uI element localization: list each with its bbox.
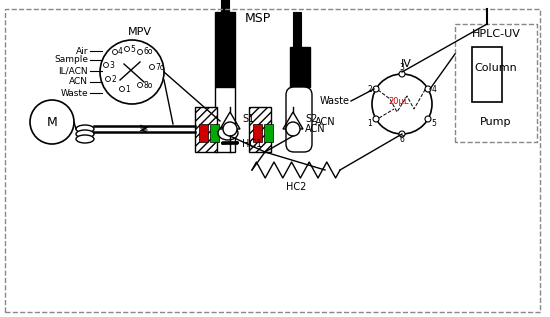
Bar bbox=[221, 0, 229, 12]
Ellipse shape bbox=[76, 125, 94, 133]
Text: 3: 3 bbox=[399, 63, 404, 73]
Text: HC1: HC1 bbox=[242, 139, 262, 149]
Bar bbox=[195, 107, 217, 152]
Text: 6o: 6o bbox=[143, 48, 152, 56]
Bar bbox=[210, 124, 219, 142]
Text: HC2: HC2 bbox=[286, 182, 306, 192]
Text: Air: Air bbox=[75, 47, 88, 55]
Text: HPLC-UV: HPLC-UV bbox=[471, 29, 520, 39]
Ellipse shape bbox=[76, 135, 94, 143]
Text: IV: IV bbox=[400, 59, 411, 69]
Bar bbox=[293, 12, 301, 47]
Ellipse shape bbox=[218, 126, 238, 140]
Text: 4: 4 bbox=[432, 85, 436, 94]
Text: 2: 2 bbox=[111, 74, 116, 83]
Bar bbox=[290, 47, 310, 87]
Bar bbox=[249, 107, 271, 152]
Bar bbox=[472, 47, 502, 102]
Bar bbox=[253, 124, 262, 142]
Text: ACN: ACN bbox=[315, 117, 336, 127]
Circle shape bbox=[30, 100, 74, 144]
Text: 5: 5 bbox=[432, 120, 436, 128]
Text: 7o: 7o bbox=[155, 62, 164, 72]
Text: Column: Column bbox=[475, 63, 518, 73]
Text: 3: 3 bbox=[109, 61, 114, 69]
Circle shape bbox=[223, 122, 237, 136]
Circle shape bbox=[138, 49, 142, 55]
Circle shape bbox=[103, 62, 108, 68]
Text: Sample: Sample bbox=[54, 55, 88, 64]
Bar bbox=[215, 12, 235, 87]
Circle shape bbox=[119, 87, 124, 92]
Circle shape bbox=[399, 71, 405, 77]
Circle shape bbox=[373, 116, 379, 122]
Text: 1: 1 bbox=[367, 120, 372, 128]
Text: MPV: MPV bbox=[128, 27, 152, 37]
Text: Pump: Pump bbox=[480, 117, 512, 127]
Bar bbox=[199, 124, 208, 142]
Circle shape bbox=[113, 49, 118, 55]
Bar bbox=[215, 87, 235, 152]
Circle shape bbox=[425, 86, 431, 92]
Circle shape bbox=[124, 47, 129, 51]
Circle shape bbox=[100, 40, 164, 104]
FancyBboxPatch shape bbox=[286, 87, 312, 152]
Text: 1: 1 bbox=[125, 85, 130, 94]
Text: IL/ACN: IL/ACN bbox=[58, 67, 88, 75]
Circle shape bbox=[106, 76, 111, 81]
Text: 2: 2 bbox=[367, 85, 372, 94]
Circle shape bbox=[138, 82, 142, 87]
Text: 8o: 8o bbox=[143, 81, 152, 89]
Text: 5: 5 bbox=[130, 44, 135, 54]
Text: MSP: MSP bbox=[245, 12, 271, 25]
Circle shape bbox=[150, 64, 155, 69]
Text: Waste: Waste bbox=[60, 88, 88, 98]
Text: S1: S1 bbox=[242, 114, 254, 124]
Text: 6: 6 bbox=[399, 135, 404, 145]
Circle shape bbox=[399, 131, 405, 137]
Text: S2: S2 bbox=[305, 114, 317, 124]
Circle shape bbox=[373, 86, 379, 92]
Circle shape bbox=[286, 122, 300, 136]
Text: 20μL: 20μL bbox=[389, 98, 409, 107]
Circle shape bbox=[372, 74, 432, 134]
Bar bbox=[264, 124, 273, 142]
Text: M: M bbox=[47, 115, 57, 128]
Circle shape bbox=[425, 116, 431, 122]
Text: ACN: ACN bbox=[69, 77, 88, 87]
Text: 4: 4 bbox=[118, 48, 123, 56]
Ellipse shape bbox=[76, 130, 94, 138]
Text: ACN: ACN bbox=[305, 124, 326, 134]
Text: Waste: Waste bbox=[320, 96, 350, 106]
